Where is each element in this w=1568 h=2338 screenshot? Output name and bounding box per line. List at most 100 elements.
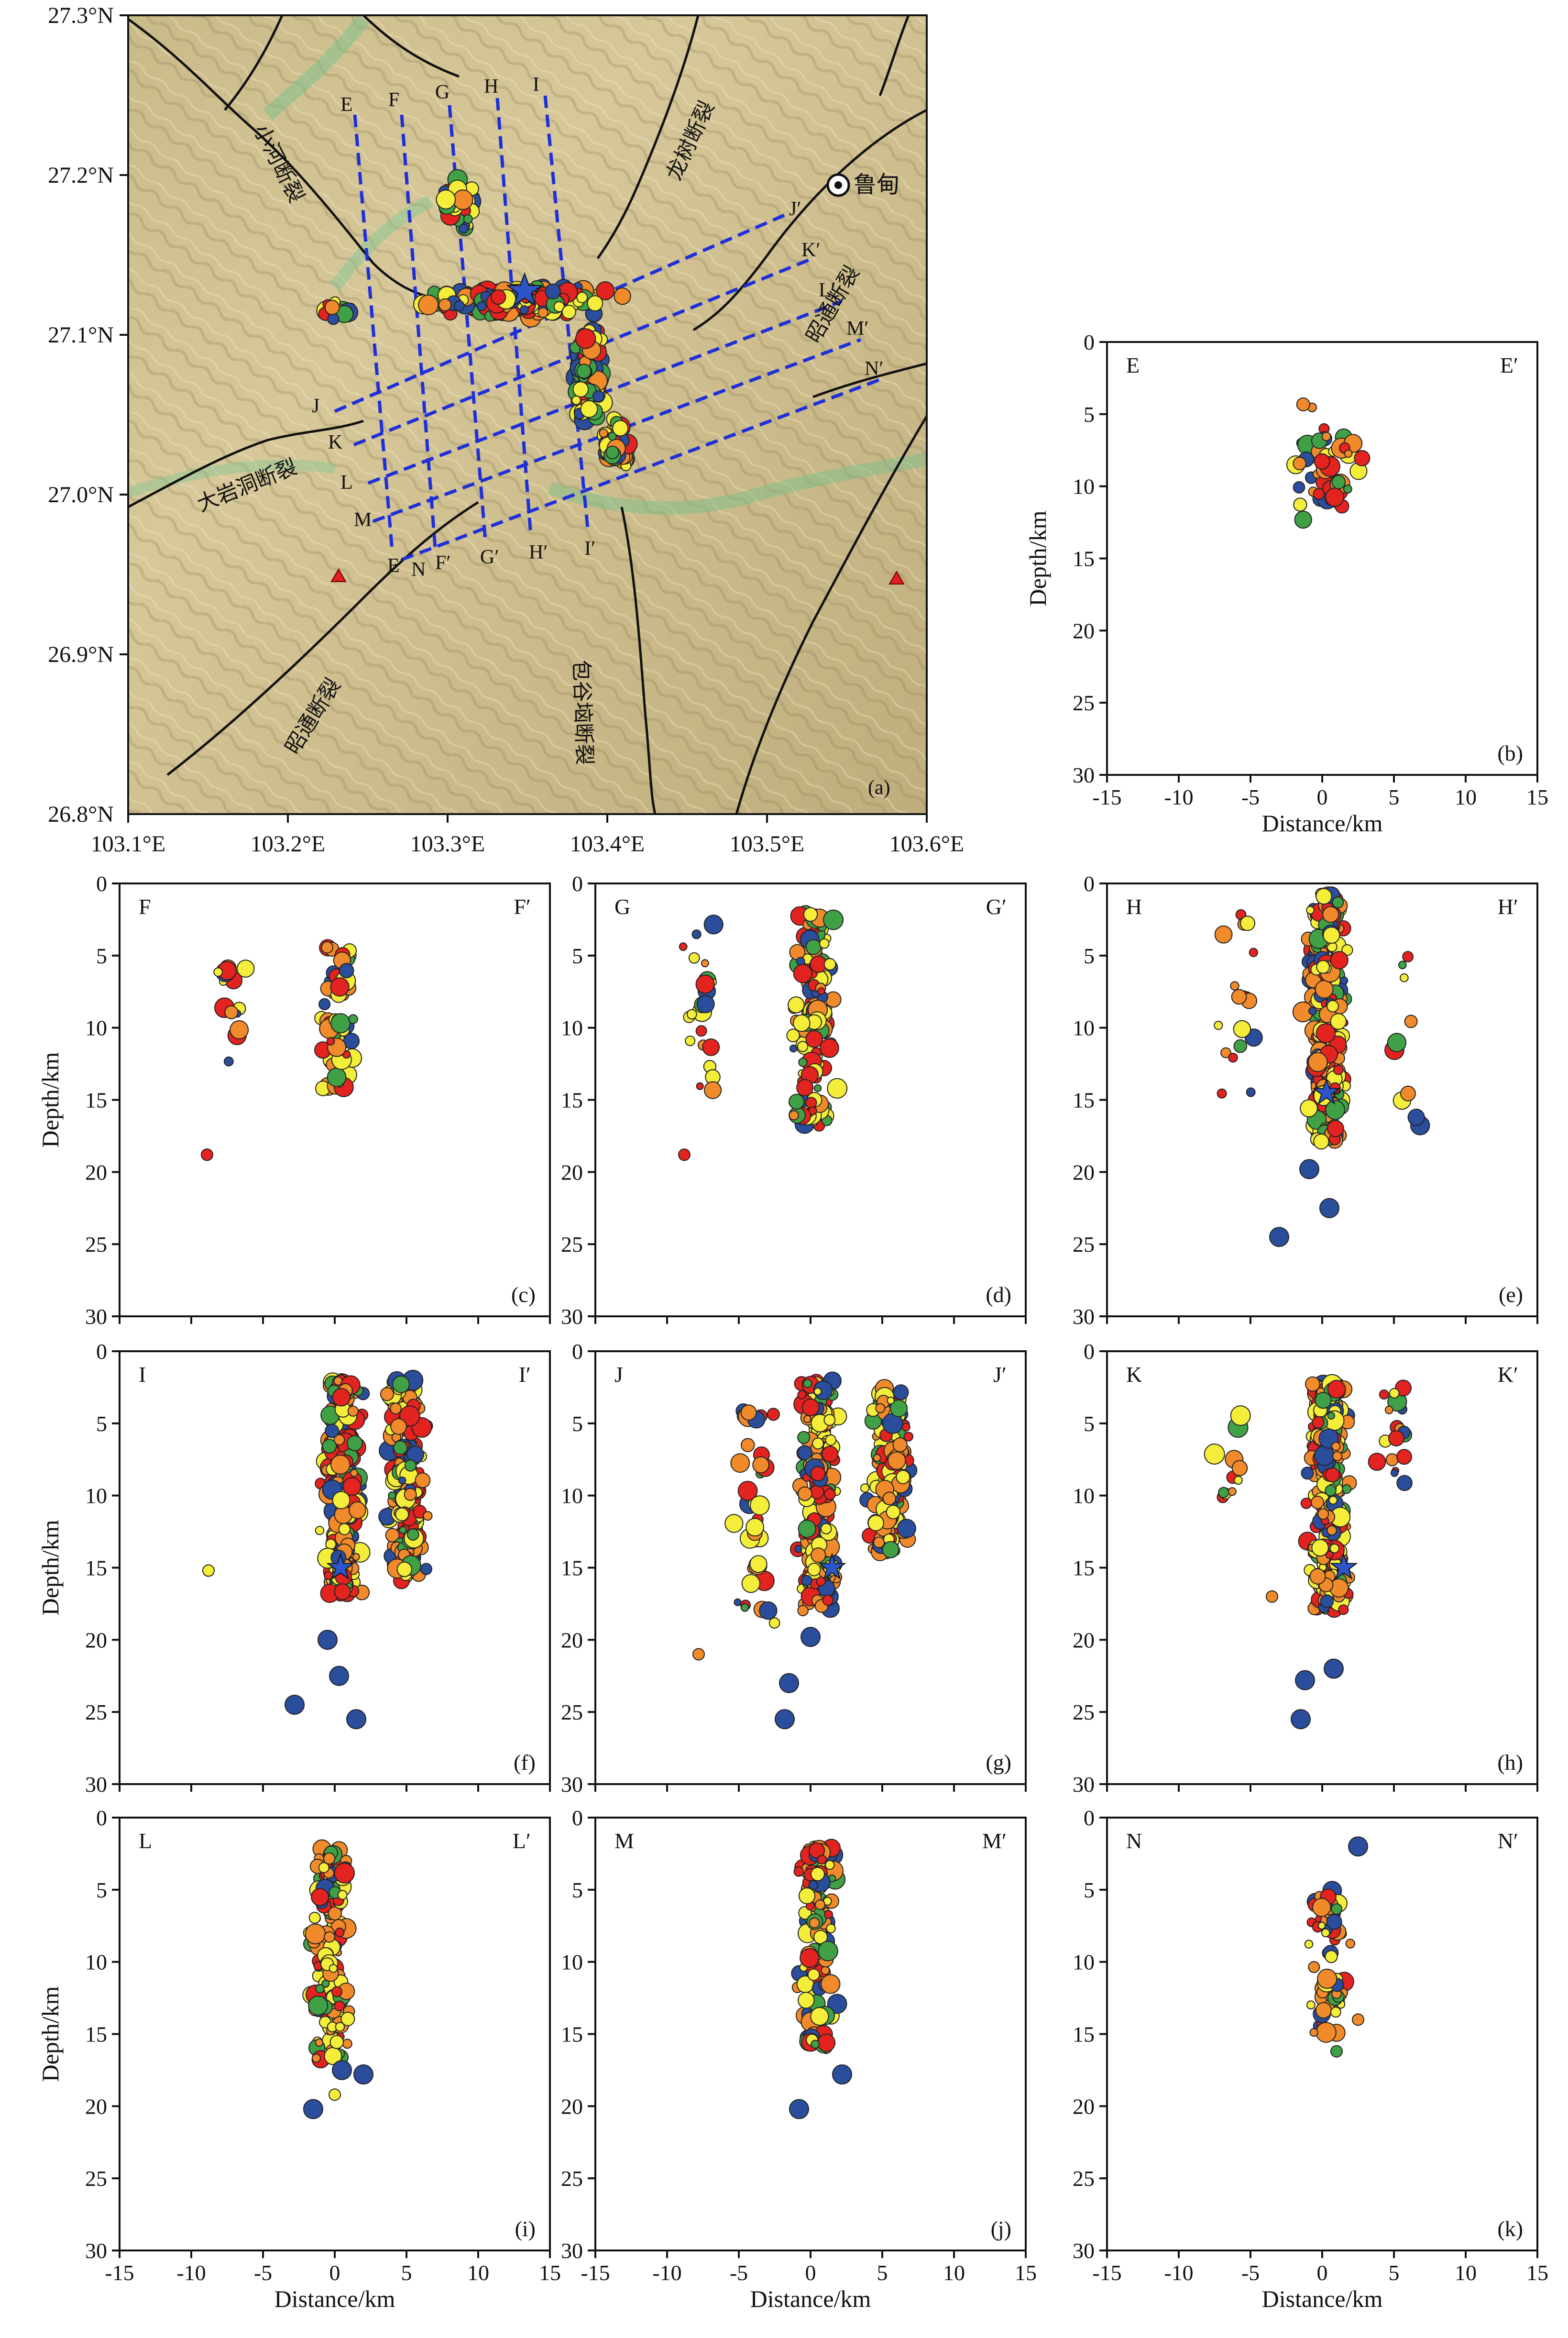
hypocenter-dot [696, 1082, 704, 1090]
hypocenter-dot [395, 1507, 409, 1522]
y-tick-label: 10 [1073, 1950, 1095, 1974]
hypocenter-dot [823, 909, 844, 930]
hypocenter-dot [1384, 1405, 1393, 1414]
hypocenter-dot [827, 1078, 848, 1099]
hypocenter-dot [303, 2099, 323, 2119]
hypocenter-dot [812, 1437, 824, 1450]
y-tick-label: 25 [561, 2166, 583, 2191]
hypocenter-dot [1233, 1039, 1248, 1053]
hypocenter-dot [1220, 1047, 1231, 1059]
hypocenter-dot [901, 1423, 910, 1432]
x-tick-label: -5 [1241, 2261, 1260, 2285]
hypocenter-dot [822, 1594, 834, 1606]
hypocenter-dot [1312, 1897, 1331, 1917]
hypocenter-dot [1306, 2000, 1316, 2010]
hypocenter-dot [1396, 1475, 1413, 1491]
hypocenters [678, 905, 848, 1161]
profile-start-label: N [1126, 1829, 1142, 1853]
hypocenter-dot [794, 1545, 802, 1553]
hypocenter-dot [679, 942, 688, 951]
profile-end-label: G′ [986, 894, 1007, 919]
hypocenter-dot [1300, 1099, 1318, 1118]
x-tick-label: 15 [1526, 2261, 1548, 2285]
y-tick-label: 0 [96, 1806, 107, 1830]
profile-start-label: H [1126, 894, 1142, 919]
epicenter-dot [452, 189, 473, 210]
station-triangle [888, 570, 905, 584]
hypocenter-dot [1388, 1430, 1404, 1446]
hypocenter-dot [326, 1037, 335, 1046]
hypocenter-dot [1300, 1498, 1312, 1509]
hypocenter-dot [1319, 1198, 1339, 1218]
hypocenter-dot [798, 1992, 815, 2009]
y-tick-label: 10 [85, 1950, 107, 1974]
hypocenter-dot [823, 1414, 836, 1426]
hypocenter-dot [1338, 1604, 1349, 1615]
hypocenter-dot [337, 1890, 348, 1900]
y-tick-label: 5 [572, 1878, 583, 1902]
hypocenter-dot [873, 1536, 885, 1548]
y-axis-title: Depth/km [1024, 510, 1051, 606]
hypocenter-dot [1246, 1087, 1256, 1097]
hypocenter-dot [322, 1439, 337, 1454]
hypocenter-dot [798, 1058, 808, 1067]
hypocenter-dot [897, 1519, 916, 1538]
hypocenter-dot [793, 1866, 804, 1877]
panel-label: (i) [515, 2217, 536, 2241]
y-tick-label: 0 [572, 871, 583, 896]
epicenter-dot [418, 294, 439, 316]
x-tick-label: 10 [1455, 2261, 1477, 2285]
hypocenter-dot [730, 1453, 750, 1473]
hypocenter-dot [1304, 1940, 1314, 1949]
hypocenter-dot [380, 1387, 395, 1401]
profile-end-label: H′ [1498, 894, 1518, 919]
hypocenter-dot [1404, 1015, 1418, 1028]
river-valley [263, 15, 369, 121]
x-tick-label: 15 [539, 2261, 561, 2285]
x-tick-label: -15 [1092, 785, 1121, 809]
profile-start-label: L [139, 1829, 152, 1853]
profile-label-J: J [312, 395, 319, 417]
hypocenter-dot [1400, 1085, 1416, 1102]
epicenter-dot [592, 390, 605, 402]
hypocenter-dot [803, 907, 818, 922]
map-lon-labels: 103.1°E 103.2°E 103.3°E 103.4°E 103.5°E … [91, 831, 965, 857]
x-tick-label: 10 [467, 2261, 489, 2285]
y-tick-label: 25 [85, 1700, 107, 1724]
hypocenter-dot [1233, 1020, 1251, 1038]
hypocenter-dot [1402, 951, 1414, 963]
hypocenter-dot [329, 1665, 349, 1686]
hypocenter-dot [1309, 2028, 1318, 2037]
lat-tick: 26.9°N [48, 642, 114, 667]
hypocenter-dot [789, 2099, 809, 2119]
profile-end-label: F′ [514, 894, 531, 919]
hypocenter-dot [1312, 1416, 1325, 1429]
lat-tick: 27.2°N [48, 163, 114, 188]
profile-end-label: L′ [513, 1829, 531, 1853]
y-tick-label: 25 [1073, 2166, 1095, 2191]
hypocenter-dot [1315, 2002, 1332, 2019]
y-tick-label: 10 [85, 1484, 107, 1508]
hypocenter-dot [1217, 1088, 1227, 1099]
hypocenter-dot [1327, 1412, 1336, 1420]
y-tick-label: 15 [561, 2022, 583, 2047]
hypocenter-dot [334, 1863, 355, 1884]
profile-end-label: K′ [1498, 1362, 1518, 1387]
y-tick-label: 10 [1073, 1484, 1095, 1508]
y-tick-label: 30 [85, 1304, 107, 1329]
y-tick-label: 20 [1073, 2094, 1095, 2118]
panel-label: (g) [986, 1750, 1011, 1775]
profile-label-M: M [354, 509, 372, 531]
hypocenter-dot [695, 1025, 707, 1037]
hypocenter-dot [832, 2064, 852, 2084]
hypocenter-dot [737, 1480, 758, 1501]
hypocenter-dot [1387, 1033, 1407, 1052]
hypocenter-dot [800, 1948, 820, 1968]
hypocenter-dot [329, 2035, 344, 2049]
hypocenter-dot [816, 1576, 826, 1587]
y-tick-label: 0 [1084, 330, 1095, 354]
epicenter-dot [572, 381, 589, 397]
profile-label-L: L [340, 472, 353, 494]
hypocenter-dot [1327, 1379, 1346, 1399]
hypocenter-dot [348, 1014, 358, 1024]
